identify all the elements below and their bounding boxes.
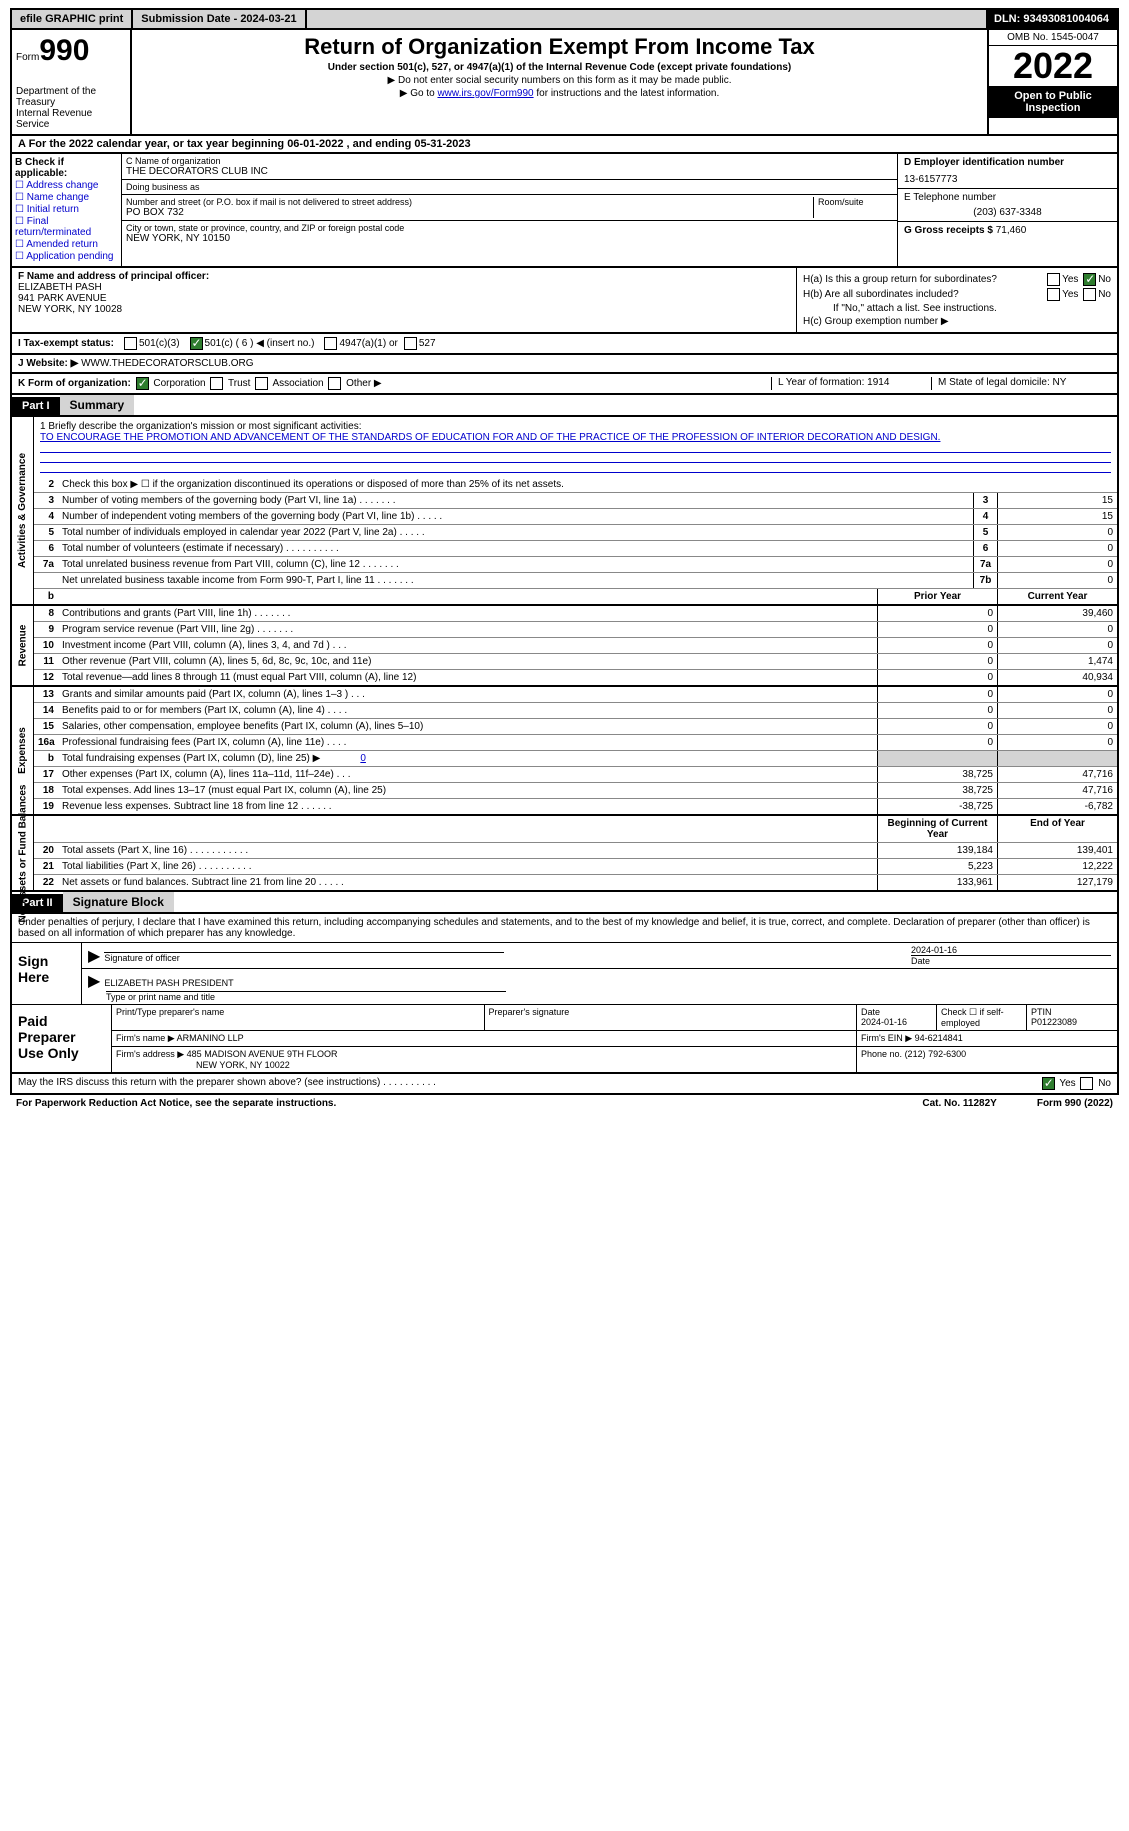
hb-yes[interactable] [1047, 288, 1060, 301]
perjury-note: Under penalties of perjury, I declare th… [12, 914, 1117, 942]
ha-yes[interactable] [1047, 273, 1060, 286]
row-j-website: J Website: ▶ WWW.THEDECORATORSCLUB.ORG [10, 355, 1119, 374]
submission-date: Submission Date - 2024-03-21 [133, 10, 306, 28]
officer-print-name: ELIZABETH PASH PRESIDENT [104, 978, 233, 988]
officer-name: ELIZABETH PASH [18, 282, 790, 293]
cat-no: Cat. No. 11282Y [922, 1098, 996, 1109]
netassets-section: Net Assets or Fund Balances Beginning of… [10, 816, 1119, 892]
col-b-checkboxes: B Check if applicable: ☐ Address change … [12, 154, 122, 266]
form-ref: Form 990 (2022) [1037, 1098, 1113, 1109]
vlabel-netassets: Net Assets or Fund Balances [17, 784, 28, 922]
v7a: 0 [997, 557, 1117, 572]
revenue-section: Revenue 8Contributions and grants (Part … [10, 606, 1119, 687]
officer-addr2: NEW YORK, NY 10028 [18, 304, 790, 315]
fundraising-total: 0 [320, 753, 406, 764]
omb-number: OMB No. 1545-0047 [989, 30, 1117, 46]
state-domicile: M State of legal domicile: NY [931, 377, 1111, 390]
irs-link[interactable]: www.irs.gov/Form990 [437, 88, 533, 99]
cb-amended-return[interactable]: ☐ Amended return [15, 239, 118, 250]
firm-ein: 94-6214841 [915, 1033, 963, 1043]
firm-addr1: 485 MADISON AVENUE 9TH FLOOR [187, 1049, 338, 1059]
firm-phone: (212) 792-6300 [905, 1049, 967, 1059]
v3: 15 [997, 493, 1117, 508]
irs-discuss-row: May the IRS discuss this return with the… [10, 1074, 1119, 1095]
cb-trust[interactable] [210, 377, 223, 390]
org-name: THE DECORATORS CLUB INC [126, 166, 893, 177]
open-inspection: Open to Public Inspection [989, 86, 1117, 118]
efile-print[interactable]: efile GRAPHIC print [12, 10, 133, 28]
part2-title: Signature Block [63, 892, 174, 912]
cb-4947[interactable] [324, 337, 337, 350]
v6: 0 [997, 541, 1117, 556]
paperwork-notice: For Paperwork Reduction Act Notice, see … [16, 1098, 336, 1109]
form-subtitle: Under section 501(c), 527, or 4947(a)(1)… [136, 62, 983, 73]
v4: 15 [997, 509, 1117, 524]
sig-date: 2024-01-16 [911, 945, 957, 955]
cb-527[interactable] [404, 337, 417, 350]
discuss-no[interactable] [1080, 1077, 1093, 1090]
irs-label: Internal Revenue Service [16, 108, 126, 130]
dln: DLN: 93493081004064 [986, 10, 1117, 28]
gross-receipts: 71,460 [996, 225, 1027, 236]
expenses-section: Expenses 13Grants and similar amounts pa… [10, 687, 1119, 816]
cb-501c3[interactable] [124, 337, 137, 350]
ptin: P01223089 [1031, 1017, 1077, 1027]
tax-year: 2022 [989, 46, 1117, 86]
v7b: 0 [997, 573, 1117, 588]
row-a-dates: A For the 2022 calendar year, or tax yea… [10, 136, 1119, 154]
signature-block: Under penalties of perjury, I declare th… [10, 914, 1119, 1074]
vlabel-expenses: Expenses [17, 727, 28, 774]
sign-here-label: Sign Here [12, 943, 82, 1004]
street-address: PO BOX 732 [126, 207, 813, 218]
city-state-zip: NEW YORK, NY 10150 [126, 233, 893, 244]
col-c-org: C Name of organization THE DECORATORS CL… [122, 154, 897, 266]
ha-no[interactable] [1083, 273, 1096, 286]
topbar: efile GRAPHIC print Submission Date - 20… [10, 8, 1119, 30]
website: WWW.THEDECORATORSCLUB.ORG [81, 358, 253, 369]
ein: 13-6157773 [904, 174, 1111, 185]
cb-application-pending[interactable]: ☐ Application pending [15, 251, 118, 262]
form-header: Form990 Department of the Treasury Inter… [10, 30, 1119, 136]
cb-other[interactable] [328, 377, 341, 390]
row-i-status: I Tax-exempt status: 501(c)(3) 501(c) ( … [10, 334, 1119, 355]
vlabel-revenue: Revenue [17, 625, 28, 667]
cb-address-change[interactable]: ☐ Address change [15, 180, 118, 191]
section-fh: F Name and address of principal officer:… [10, 268, 1119, 334]
part1-header: Part I [12, 397, 60, 415]
firm-name: ARMANINO LLP [177, 1033, 244, 1043]
firm-addr2: NEW YORK, NY 10022 [196, 1060, 290, 1070]
cb-corp[interactable] [136, 377, 149, 390]
vlabel-governance: Activities & Governance [17, 453, 28, 568]
dept-treasury: Department of the Treasury [16, 86, 126, 108]
row-k: K Form of organization: Corporation Trus… [10, 374, 1119, 395]
paid-preparer-label: Paid Preparer Use Only [12, 1005, 112, 1072]
part1-title: Summary [60, 395, 135, 415]
discuss-yes[interactable] [1042, 1077, 1055, 1090]
cb-name-change[interactable]: ☐ Name change [15, 192, 118, 203]
cb-final-return[interactable]: ☐ Final return/terminated [15, 216, 118, 238]
cb-assoc[interactable] [255, 377, 268, 390]
mission-text: TO ENCOURAGE THE PROMOTION AND ADVANCEME… [40, 432, 1111, 443]
ssn-note: ▶ Do not enter social security numbers o… [136, 75, 983, 86]
hb-no[interactable] [1083, 288, 1096, 301]
telephone: (203) 637-3348 [904, 207, 1111, 218]
cb-501c[interactable] [190, 337, 203, 350]
section-bc: B Check if applicable: ☐ Address change … [10, 154, 1119, 268]
form-number: Form990 [16, 34, 126, 68]
year-formation: L Year of formation: 1914 [771, 377, 931, 390]
officer-addr1: 941 PARK AVENUE [18, 293, 790, 304]
prep-date: 2024-01-16 [861, 1017, 907, 1027]
goto-note: ▶ Go to www.irs.gov/Form990 for instruct… [136, 88, 983, 99]
form-title: Return of Organization Exempt From Incom… [136, 34, 983, 60]
governance-section: Activities & Governance 1 Briefly descri… [10, 417, 1119, 606]
v5: 0 [997, 525, 1117, 540]
cb-initial-return[interactable]: ☐ Initial return [15, 204, 118, 215]
footer: For Paperwork Reduction Act Notice, see … [10, 1095, 1119, 1112]
col-d: D Employer identification number 13-6157… [897, 154, 1117, 266]
